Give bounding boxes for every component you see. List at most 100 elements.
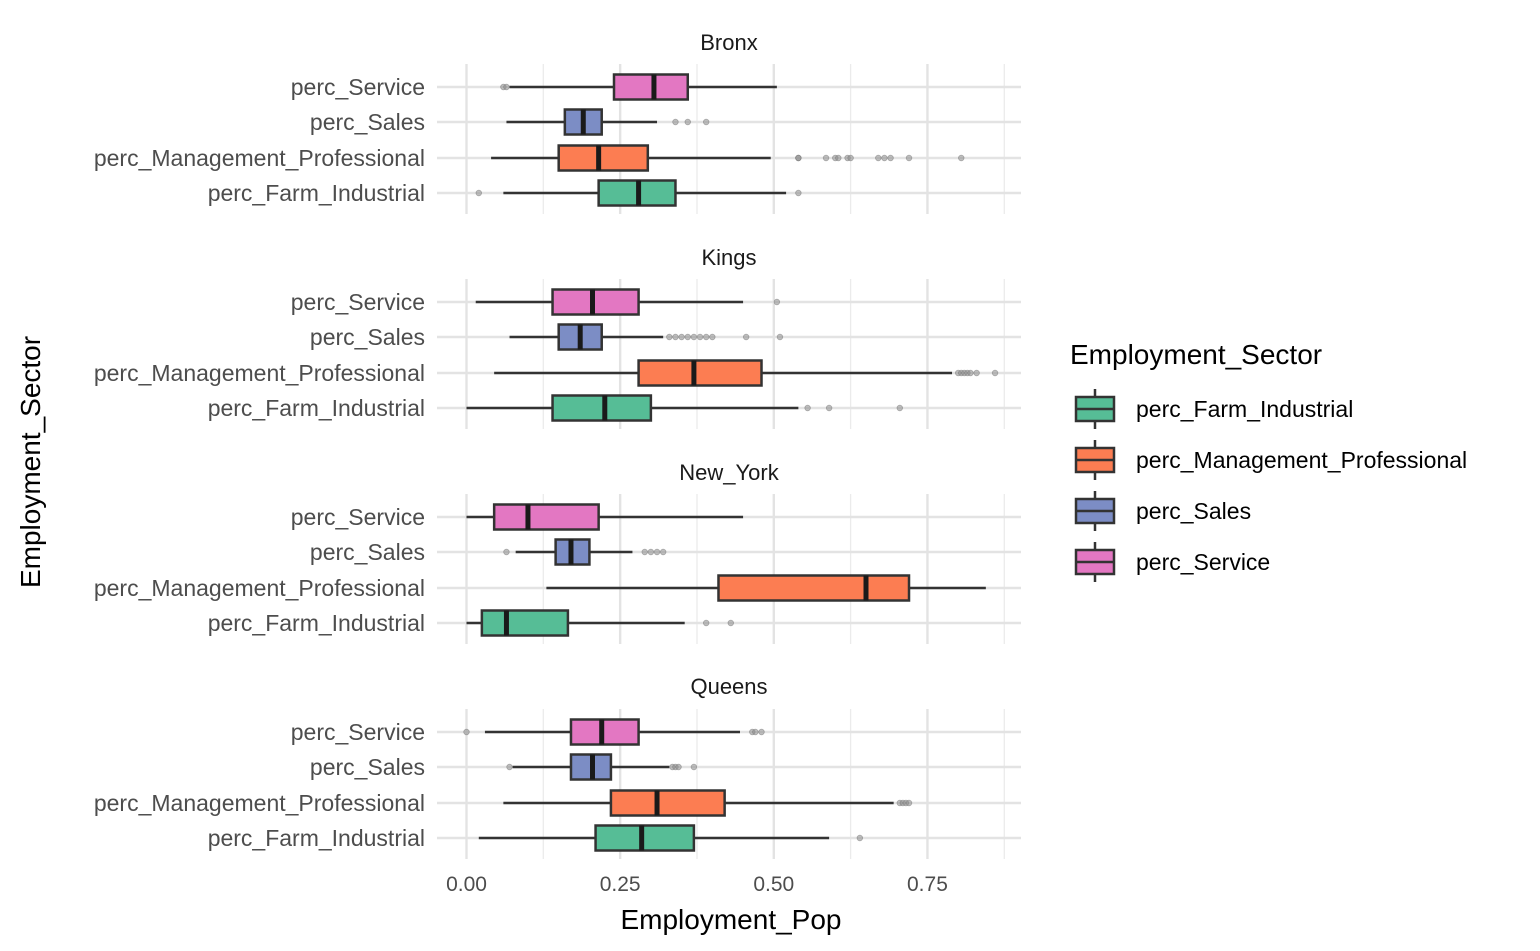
box-perc-farm-industrial: [551, 394, 653, 422]
legend-entry-perc-sales: perc_Sales: [1074, 491, 1251, 531]
outlier-point: [503, 83, 510, 91]
outlier-point: [875, 154, 882, 162]
outlier-point: [684, 118, 691, 126]
outlier-point: [856, 834, 864, 842]
outlier-point: [825, 404, 833, 412]
outlier-point: [690, 333, 698, 341]
facet-new-york: New_York perc_Service perc_Sales perc_Manag…: [94, 460, 1021, 644]
outlier-point: [742, 333, 750, 341]
facet-strip-label: New_York: [679, 460, 779, 485]
outlier-point: [506, 763, 513, 771]
outlier-point: [672, 118, 679, 126]
outlier-point: [647, 548, 655, 556]
x-axis-title: Employment_Pop: [620, 904, 841, 935]
facet-kings: Kings perc_Service perc_Sales perc_Manageme…: [94, 245, 1021, 429]
facet-strip-label: Queens: [690, 674, 767, 699]
outlier-point: [905, 154, 913, 162]
legend-label: perc_Sales: [1136, 498, 1251, 524]
outlier-point: [896, 404, 903, 412]
outlier-point: [758, 728, 765, 736]
legend-title: Employment_Sector: [1070, 339, 1322, 370]
y-tick-label: perc_Management_Professional: [94, 360, 425, 386]
legend-entry-perc-management-professional: perc_Management_Professional: [1074, 440, 1467, 480]
outlier-point: [709, 333, 716, 341]
outlier-point: [653, 548, 661, 556]
outlier-point: [659, 548, 667, 556]
facet-strip-label: Bronx: [700, 30, 757, 55]
box-perc-management-professional: [717, 574, 911, 602]
x-tick-label: 0.25: [600, 873, 641, 896]
y-tick-label: perc_Service: [291, 504, 425, 530]
outlier-point: [463, 728, 470, 736]
legend-entry-perc-service: perc_Service: [1074, 542, 1270, 582]
outlier-point: [696, 333, 704, 341]
x-tick-label: 0.50: [753, 873, 794, 896]
facet-queens: Queens perc_Service perc_Sales perc_Managem…: [94, 674, 1021, 859]
outlier-point: [776, 333, 784, 341]
y-tick-label: perc_Sales: [310, 324, 425, 350]
y-tick-label: perc_Sales: [310, 109, 425, 135]
y-tick-label: perc_Service: [291, 289, 425, 315]
box-perc-service: [612, 73, 690, 101]
legend-label: perc_Service: [1136, 549, 1270, 575]
y-tick-label: perc_Farm_Industrial: [208, 395, 425, 421]
legend: Employment_Sector perc_Farm_Industrialpe…: [1070, 339, 1467, 582]
outlier-point: [887, 154, 894, 162]
outlier-point: [847, 154, 854, 162]
outlier-point: [702, 118, 710, 126]
outlier-point: [905, 799, 913, 807]
y-axis-title: Employment_Sector: [15, 336, 46, 588]
outlier-point: [666, 333, 673, 341]
x-tick-label: 0.00: [446, 873, 487, 896]
y-tick-label: perc_Farm_Industrial: [208, 180, 425, 206]
y-tick-label: perc_Service: [291, 719, 425, 745]
outlier-point: [684, 333, 691, 341]
facet-bronx: Bronx perc_Service perc_Sales perc_Manageme…: [94, 30, 1021, 214]
box-perc-farm-industrial: [480, 609, 570, 637]
box-perc-service: [492, 503, 600, 531]
y-tick-label: perc_Farm_Industrial: [208, 825, 425, 851]
outlier-point: [690, 763, 698, 771]
facet-strip-label: Kings: [701, 245, 756, 270]
outlier-point: [727, 619, 734, 627]
outlier-point: [822, 154, 830, 162]
y-tick-label: perc_Sales: [310, 539, 425, 565]
box-perc-management-professional: [557, 144, 650, 172]
outlier-point: [475, 189, 482, 197]
outlier-point: [702, 619, 710, 627]
x-tick-label: 0.75: [907, 873, 948, 896]
box-perc-service: [551, 288, 640, 316]
facet-panels: Bronx perc_Service perc_Sales perc_Manageme…: [94, 30, 1021, 859]
outlier-point: [835, 154, 842, 162]
y-tick-label: perc_Sales: [310, 754, 425, 780]
outlier-point: [503, 548, 510, 556]
box-perc-management-professional: [637, 359, 763, 387]
y-tick-label: perc_Service: [291, 74, 425, 100]
outlier-point: [678, 333, 685, 341]
outlier-point: [675, 763, 682, 771]
y-tick-label: perc_Management_Professional: [94, 575, 425, 601]
outlier-point: [967, 369, 974, 377]
legend-label: perc_Management_Professional: [1136, 447, 1467, 473]
y-tick-label: perc_Management_Professional: [94, 790, 425, 816]
outlier-point: [752, 728, 759, 736]
outlier-point: [702, 333, 710, 341]
y-tick-label: perc_Farm_Industrial: [208, 610, 425, 636]
legend-entries: perc_Farm_Industrial perc_Management_Prof…: [1074, 389, 1467, 582]
outlier-point: [991, 369, 999, 377]
outlier-point: [958, 154, 965, 162]
outlier-point: [881, 154, 888, 162]
x-axis-ticks: 0.00 0.25 0.50 0.75: [446, 873, 948, 896]
outlier-point: [641, 548, 648, 556]
box-perc-service: [569, 718, 640, 746]
outlier-point: [773, 298, 781, 306]
y-tick-label: perc_Management_Professional: [94, 145, 425, 171]
outlier-point: [973, 369, 980, 377]
legend-label: perc_Farm_Industrial: [1136, 396, 1353, 422]
outlier-point: [795, 189, 802, 197]
box-perc-management-professional: [609, 789, 726, 817]
legend-entry-perc-farm-industrial: perc_Farm_Industrial: [1074, 389, 1353, 429]
outlier-point: [672, 333, 679, 341]
outlier-point: [795, 154, 802, 162]
